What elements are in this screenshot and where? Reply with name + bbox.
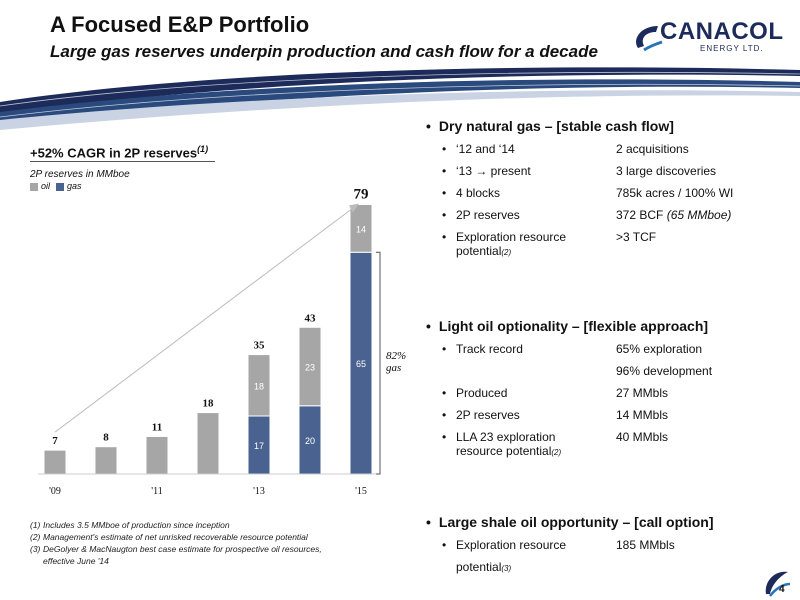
chart-legend: oil gas — [30, 181, 82, 191]
bar-oil-2013 — [247, 354, 271, 417]
bar-oil-2010 — [94, 446, 118, 475]
total-label-2013: 35 — [254, 340, 266, 352]
bullet-item: • Produced 27 MMbls — [442, 386, 669, 400]
bullet-item: • ‘13 → present 3 large discoveries — [442, 164, 717, 178]
page-number: 4 — [779, 584, 785, 595]
header-swoosh-banner — [0, 67, 800, 130]
gas-share-bracket — [376, 251, 381, 475]
x-tick-label: '15 — [355, 486, 367, 497]
bullet-item: • 2P reserves 14 MMbls — [442, 408, 669, 422]
footnote-2: (2) Management's estimate of net unrisked… — [30, 532, 308, 542]
segment-label: 14 — [356, 224, 366, 234]
segment-label: 18 — [254, 381, 264, 391]
page-number-badge: 4 — [765, 571, 791, 597]
bullet-item: • Track record 65% exploration 96% developm… — [442, 342, 713, 378]
total-label-2014: 43 — [305, 312, 317, 324]
reserves-bar-chart: 7 '09 8 11 '11 18 35 '13 43 79 '15 18 17 23 20 14 65 82%g… — [38, 186, 406, 497]
x-tick-label: '09 — [49, 486, 61, 497]
bullet-item: • LLA 23 exploration resource potential(2)… — [442, 430, 669, 458]
cagr-arrow-line — [54, 206, 356, 433]
segment-label: 20 — [305, 436, 315, 446]
segment-label: 23 — [305, 363, 315, 373]
bar-oil-2015 — [349, 203, 373, 253]
x-tick-label: '13 — [253, 486, 265, 497]
bullet-heading: • Large shale oil opportunity – [call opt… — [426, 514, 714, 530]
chart-title: +52% CAGR in 2P reserves(1) — [30, 144, 209, 161]
logo-subtext: ENERGY LTD. — [700, 44, 764, 53]
slide-title: A Focused E&P Portfolio — [50, 12, 310, 37]
legend-gas: gas — [56, 181, 82, 191]
x-tick-label: '11 — [151, 486, 162, 497]
total-label-2009: 7 — [52, 435, 58, 447]
logo-text: CANACOL — [660, 18, 784, 45]
bar-oil-2009 — [43, 449, 67, 475]
segment-label: 65 — [356, 359, 366, 369]
total-label-2011: 11 — [152, 421, 162, 433]
bar-oil-2012 — [196, 412, 220, 475]
footnote-1: (1) Includes 3.5 MMboe of production sinc… — [30, 520, 230, 530]
bullet-item: • ‘12 and ‘14 2 acquisitions — [442, 142, 689, 156]
canacol-logo — [636, 26, 663, 52]
bullet-group-oil: • Light oil optionality – [flexible appro… — [426, 318, 712, 460]
bullet-group-shale: • Large shale oil opportunity – [call opt… — [426, 514, 713, 576]
total-label-2010: 8 — [103, 432, 109, 444]
bar-oil-2014 — [298, 326, 322, 407]
bullet-item: • 4 blocks 785k acres / 100% WI — [442, 186, 734, 200]
total-label-2012: 18 — [203, 398, 215, 410]
gas-share-label: 82% — [386, 350, 406, 362]
total-label-2015: 79 — [354, 186, 369, 202]
bullet-item: • 2P reserves 372 BCF (65 MMboe) — [442, 208, 732, 222]
chart-title-underline — [30, 161, 215, 162]
bullet-item: • Exploration resource potential(2) >3 TCF — [442, 230, 657, 258]
footnotes: (1) Includes 3.5 MMboe of production sinc… — [30, 519, 322, 567]
bullet-item: • Exploration resource potential(3) 185 MMb… — [442, 538, 675, 574]
slide-subtitle: Large gas reserves underpin production a… — [50, 42, 598, 61]
footnote-3-cont: effective June '14 — [43, 556, 109, 566]
bar-oil-2011 — [145, 435, 169, 475]
footnote-3: (3) DeGolyer & MacNaugton best case estim… — [30, 544, 322, 554]
segment-label: 17 — [254, 441, 264, 451]
cagr-arrow-head — [349, 203, 359, 213]
bullet-heading: • Dry natural gas – [stable cash flow] — [426, 118, 674, 134]
bullet-heading: • Light oil optionality – [flexible appro… — [426, 318, 709, 334]
bullet-group-gas: • Dry natural gas – [stable cash flow] • ‘… — [426, 118, 733, 260]
legend-oil: oil — [30, 181, 50, 191]
gas-share-label: gas — [386, 362, 401, 374]
chart-units: 2P reserves in MMboe — [30, 169, 130, 180]
